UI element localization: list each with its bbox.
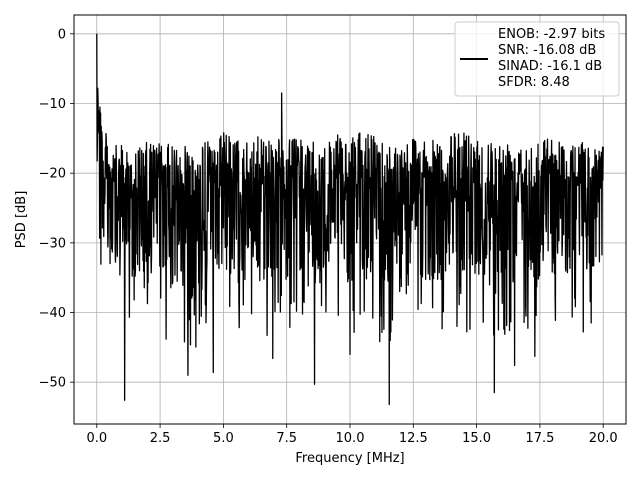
x-tick-label: 0.0 [86,431,107,446]
legend-text-line: SNR: -16.08 dB [498,43,596,58]
plot-area [96,33,604,406]
x-tick-label: 2.5 [150,431,171,446]
psd-series-line [96,33,604,406]
y-tick-label: −10 [39,97,66,112]
y-tick-label: −50 [39,376,66,391]
x-axis-label: Frequency [MHz] [295,451,404,466]
legend-box [454,21,620,97]
legend-text-line: SINAD: -16.1 dB [498,59,602,74]
legend-text-line: SFDR: 8.48 [498,75,570,90]
x-tick-label: 5.0 [213,431,234,446]
x-tick-label: 7.5 [276,431,297,446]
y-tick-label: −30 [39,236,66,251]
x-tick-label: 12.5 [399,431,428,446]
y-tick-label: −20 [39,167,66,182]
axis-ticks: 0.0 2.5 5.0 7.5 10.0 12.5 15.0 17.5 20.0 0 −10 −20 −… [39,27,618,446]
x-tick-label: 20.0 [589,431,618,446]
y-axis-label: PSD [dB] [14,191,29,249]
y-tick-label: −40 [39,306,66,321]
x-tick-label: 17.5 [525,431,554,446]
x-tick-label: 10.0 [336,431,365,446]
x-tick-label: 15.0 [462,431,491,446]
y-tick-label: 0 [58,27,66,42]
legend-text-line: ENOB: -2.97 bits [498,27,605,42]
